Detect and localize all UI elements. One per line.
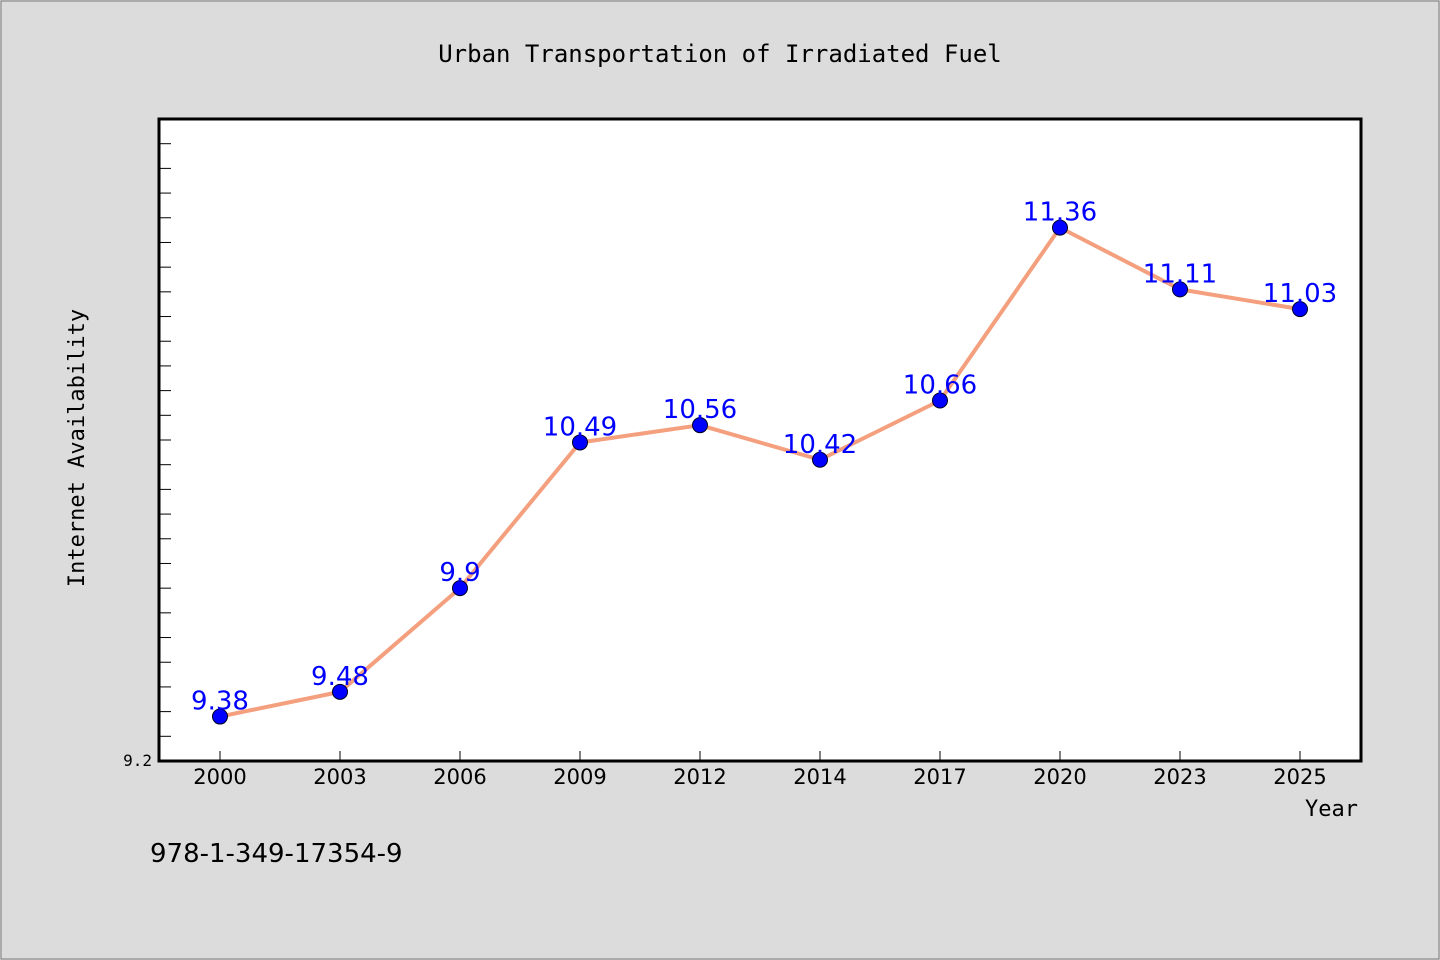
data-point (692, 417, 708, 434)
data-point (332, 683, 348, 700)
y-axis-label: Internet Availability (65, 309, 90, 587)
data-label: 10.56 (663, 395, 737, 425)
isbn-label: 978-1-349-17354-9 (150, 839, 403, 869)
data-point (932, 392, 948, 409)
data-label: 11.03 (1263, 279, 1337, 309)
x-tick-label: 2017 (913, 765, 966, 789)
data-point (1292, 301, 1308, 318)
x-tick-label: 2014 (793, 765, 846, 789)
data-point (572, 434, 588, 451)
x-tick-label: 2020 (1033, 765, 1086, 789)
x-tick-label: 2006 (433, 765, 486, 789)
x-tick-label: 2025 (1273, 765, 1326, 789)
data-label: 10.49 (543, 412, 617, 442)
y-axis-ticks (159, 143, 171, 762)
x-tick-label: 2023 (1153, 765, 1206, 789)
x-tick-label: 2012 (673, 765, 726, 789)
x-axis-ticks: 2000 2003 2006 2009 2012 2014 2017 2020 2023 2025 (193, 751, 1327, 789)
data-label: 10.66 (903, 370, 977, 400)
data-label: 10.42 (783, 430, 857, 460)
data-label: 9.48 (311, 662, 369, 692)
data-point (212, 708, 228, 725)
x-tick-label: 2009 (553, 765, 606, 789)
data-point (812, 451, 828, 468)
data-points (212, 219, 1308, 725)
y-tick-label: 9.2 (123, 751, 152, 770)
data-label: 9.9 (439, 558, 480, 588)
plot-area (157, 117, 1363, 763)
data-point (452, 580, 468, 597)
data-label: 11.11 (1143, 259, 1217, 289)
chart-title: Urban Transportation of Irradiated Fuel (438, 40, 1002, 68)
data-label: 11.36 (1023, 198, 1097, 228)
data-point (1172, 281, 1188, 298)
x-tick-label: 2003 (313, 765, 366, 789)
data-labels: 9.38 9.48 9.9 10.49 10.56 10.42 10.66 11.36 11.1… (191, 198, 1337, 717)
series-line (219, 225, 1301, 719)
data-label: 9.38 (191, 687, 249, 717)
x-tick-label: 2000 (193, 765, 246, 789)
x-axis-label: Year (1305, 797, 1358, 822)
data-point (1052, 219, 1068, 236)
